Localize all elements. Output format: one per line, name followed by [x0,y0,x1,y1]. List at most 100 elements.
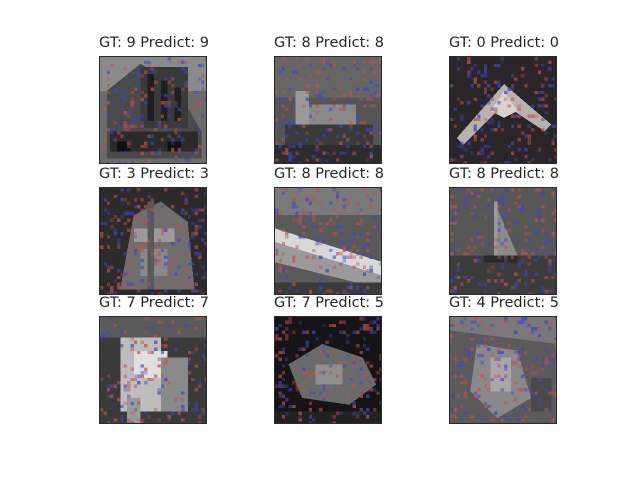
noise-pixel [127,272,131,276]
noise-pixel [157,238,161,242]
noise-pixel [133,198,138,202]
noise-pixel [520,418,525,422]
noise-pixel [305,194,309,199]
noise-pixel [473,117,477,122]
noise-pixel [547,408,552,412]
noise-pixel [187,350,192,355]
noise-pixel [281,252,286,256]
noise-pixel [493,411,498,415]
noise-pixel [302,231,306,236]
noise-pixel [531,391,535,395]
noise-pixel [345,292,350,294]
noise-pixel [194,211,198,215]
noise-pixel [298,411,302,415]
noise-pixel [342,330,346,334]
noise-pixel [197,384,202,388]
noise-pixel [184,198,188,202]
noise-pixel [477,354,481,358]
noise-pixel [204,191,206,195]
noise-pixel [366,387,370,392]
noise-pixel [369,97,373,101]
noise-pixel [170,141,175,145]
noise-pixel [362,337,367,341]
noise-pixel [541,245,545,249]
noise-pixel [480,418,484,422]
noise-pixel [537,255,542,259]
noise-pixel [150,292,154,294]
noise-pixel [510,73,515,78]
noise-pixel [362,104,367,108]
noise-pixel [470,337,474,341]
noise-pixel [123,282,127,286]
noise-pixel [372,104,377,108]
noise-pixel [514,360,518,365]
noise-pixel [174,258,178,263]
noise-pixel [537,97,542,101]
noise-pixel [500,350,504,355]
noise-pixel [463,347,467,351]
noise-pixel [520,73,525,78]
noise-pixel [487,198,491,202]
noise-pixel [120,134,124,138]
noise-pixel [372,330,377,334]
panel-title: GT: 3 Predict: 3 [99,166,209,182]
noise-pixel [362,327,367,331]
noise-pixel [194,208,198,212]
noise-pixel [127,387,131,392]
noise-pixel [504,238,508,242]
noise-pixel [352,360,356,365]
noise-pixel [291,70,296,74]
noise-pixel [123,401,127,405]
noise-pixel [298,235,302,239]
noise-pixel [160,228,165,232]
noise-pixel [551,357,555,361]
noise-pixel [315,104,319,108]
noise-pixel [312,198,316,202]
noise-pixel [379,131,381,135]
noise-pixel [281,330,286,334]
noise-pixel [514,330,518,334]
noise-pixel [504,90,508,95]
noise-pixel [123,97,127,101]
noise-pixel [507,208,511,212]
noise-pixel [490,97,494,101]
noise-pixel [184,80,188,84]
noise-pixel [450,194,454,199]
noise-pixel [322,67,326,71]
noise-pixel [127,394,131,398]
noise-pixel [103,262,107,266]
noise-pixel [325,221,329,226]
noise-pixel [554,225,556,229]
noise-pixel [453,374,457,378]
noise-pixel [349,121,353,125]
noise-pixel [197,218,202,222]
noise-pixel [157,320,161,324]
noise-pixel [174,347,178,351]
noise-pixel [349,282,353,286]
noise-pixel [123,387,127,392]
noise-pixel [281,90,286,95]
noise-pixel [541,367,545,371]
noise-pixel [278,258,282,263]
noise-pixel [483,401,488,405]
noise-pixel [140,124,144,128]
noise-pixel [201,208,205,212]
noise-pixel [490,194,494,199]
noise-pixel [470,191,474,195]
noise-pixel [278,384,282,388]
noise-pixel [369,364,373,368]
noise-pixel [551,77,555,81]
noise-pixel [278,391,282,395]
noise-pixel [480,282,484,286]
noise-pixel [194,317,198,321]
noise-pixel [362,60,367,64]
noise-pixel [534,391,538,395]
noise-pixel [369,204,373,209]
noise-pixel [342,67,346,71]
noise-pixel [359,327,363,331]
noise-pixel [275,211,279,215]
noise-pixel [470,327,474,331]
noise-pixel [500,242,504,246]
noise-pixel [500,418,504,422]
noise-pixel [291,201,296,205]
